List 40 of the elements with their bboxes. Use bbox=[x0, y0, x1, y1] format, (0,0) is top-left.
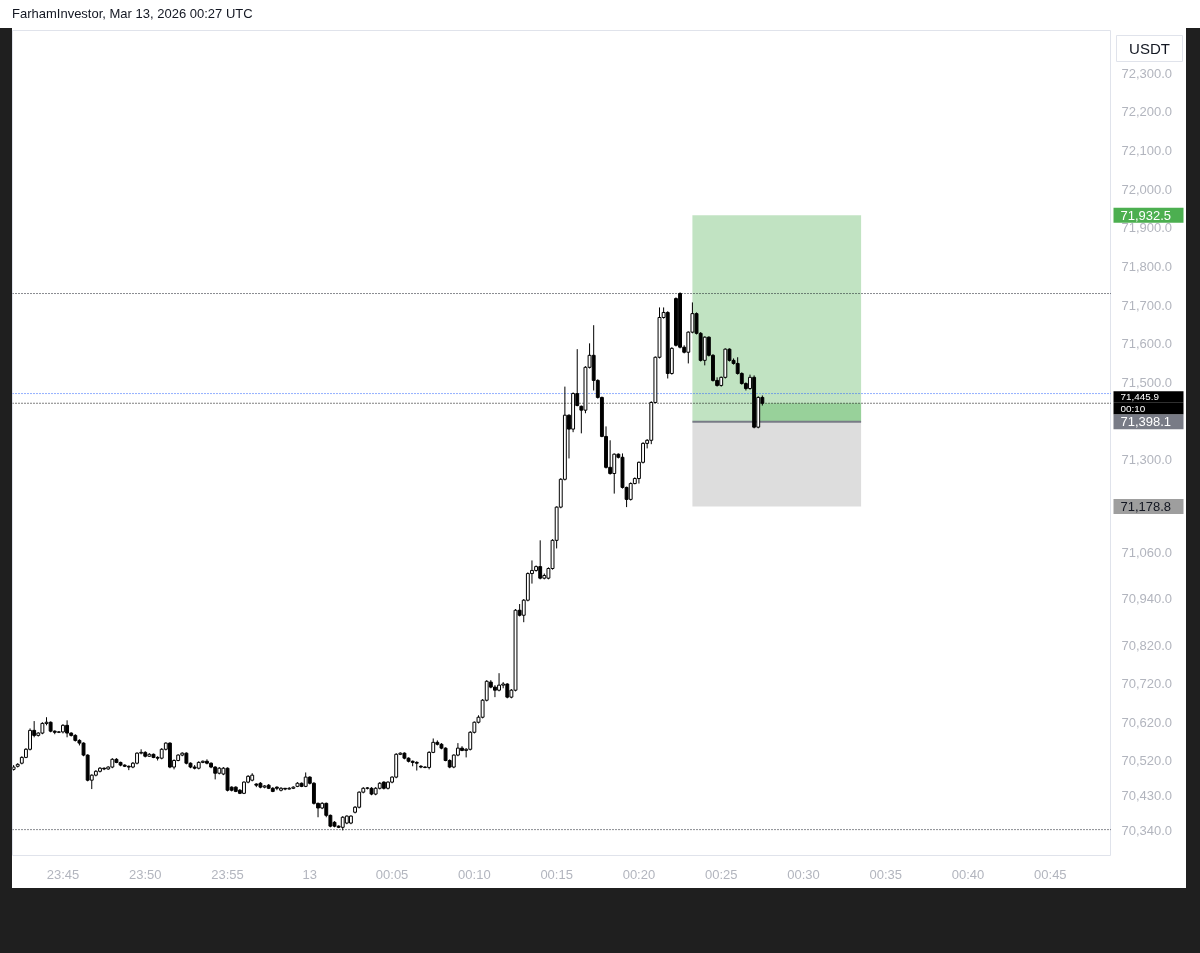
x-tick-label: 00:30 bbox=[787, 866, 820, 882]
y-tick-label: 70,720.0 bbox=[1121, 676, 1173, 692]
ref-line-label: 71,445.9 00:10 bbox=[1120, 391, 1160, 414]
chart-title: FarhamInvestor, Mar 13, 2026 00:27 UTC bbox=[12, 5, 253, 23]
y-tick-label: 72,000.0 bbox=[1121, 181, 1173, 197]
candlestick bbox=[493, 684, 497, 698]
x-tick-label: 00:45 bbox=[1034, 866, 1067, 882]
y-axis-title: USDT bbox=[1129, 40, 1170, 57]
x-tick-label: 00:10 bbox=[458, 866, 491, 882]
x-tick-label: 23:50 bbox=[128, 866, 162, 882]
x-tick-label: 00:25 bbox=[704, 866, 738, 882]
y-tick-label: 72,100.0 bbox=[1121, 143, 1173, 159]
candlestick bbox=[608, 439, 613, 476]
y-tick-label: 71,500.0 bbox=[1121, 374, 1173, 390]
y-tick-label: 71,398.1 bbox=[1120, 414, 1172, 430]
x-tick-label: 00:05 bbox=[375, 866, 409, 882]
y-tick-label: 71,600.0 bbox=[1121, 336, 1173, 352]
y-tick-label: 70,940.0 bbox=[1121, 591, 1173, 607]
y-tick-label: 70,620.0 bbox=[1121, 714, 1173, 730]
y-tick-label: 70,340.0 bbox=[1121, 822, 1173, 838]
y-tick-label: 71,060.0 bbox=[1121, 544, 1173, 560]
x-tick-label: 23:55 bbox=[211, 866, 244, 882]
candlestick bbox=[628, 481, 633, 502]
y-tick-label: 72,200.0 bbox=[1121, 104, 1173, 120]
x-tick-label: 00:40 bbox=[951, 866, 985, 882]
y-tick-label: 71,700.0 bbox=[1121, 297, 1173, 313]
y-tick-label: 71,800.0 bbox=[1121, 258, 1173, 274]
x-tick-label: 23:45 bbox=[46, 866, 80, 882]
y-tick-label: 71,178.8 bbox=[1120, 498, 1172, 514]
y-tick-label: 70,430.0 bbox=[1121, 788, 1173, 804]
candlestick bbox=[702, 335, 707, 366]
x-tick-label: 00:35 bbox=[869, 866, 903, 882]
x-tick-label: 13 bbox=[302, 866, 318, 882]
x-tick-label: 00:15 bbox=[540, 866, 573, 882]
y-tick-label: 71,932.5 bbox=[1120, 207, 1172, 223]
y-tick-label: 70,520.0 bbox=[1121, 753, 1173, 769]
y-tick-label: 71,300.0 bbox=[1121, 452, 1173, 468]
y-tick-label: 70,820.0 bbox=[1121, 637, 1173, 653]
x-tick-label: 00:20 bbox=[622, 866, 656, 882]
y-tick-label: 72,300.0 bbox=[1121, 65, 1173, 81]
